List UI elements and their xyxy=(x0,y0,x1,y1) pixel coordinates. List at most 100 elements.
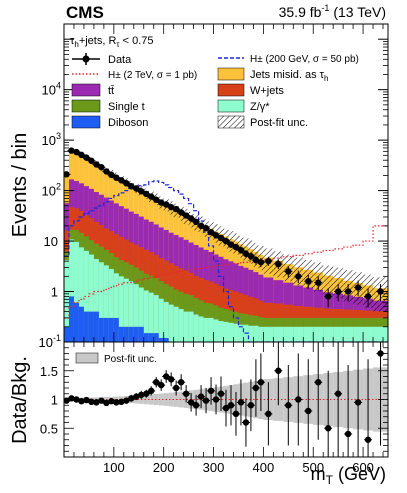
data-point xyxy=(295,273,302,280)
stack-bar-1 xyxy=(88,254,94,342)
data-point xyxy=(315,279,322,286)
data-point xyxy=(78,151,85,159)
ratio-point xyxy=(324,425,332,432)
stack-bar-0 xyxy=(248,342,253,347)
ratio-point xyxy=(227,402,235,409)
stack-bar-1 xyxy=(343,326,354,342)
x-tick-label: 500 xyxy=(302,460,324,475)
stack-bar-1 xyxy=(223,321,229,342)
legend-postfit-label: Post-fit unc. xyxy=(250,117,308,129)
y-axis-label: Events / bin xyxy=(9,133,31,238)
ratio-point xyxy=(212,396,220,403)
ratio-point xyxy=(64,397,70,404)
stack-bar-1 xyxy=(143,290,149,342)
data-point xyxy=(324,293,332,300)
ratio-point xyxy=(265,410,272,418)
stack-bar-0 xyxy=(88,311,94,342)
ratio-point xyxy=(88,398,95,405)
stack-bar-1 xyxy=(68,239,74,342)
stack-bar-1 xyxy=(333,326,344,342)
stack-bar-1 xyxy=(133,284,139,342)
ratio-point xyxy=(232,410,240,418)
ratio-point xyxy=(247,402,255,409)
legend-jets-misid-label: Jets misid. as τh xyxy=(250,69,328,83)
stack-bar-1 xyxy=(248,325,254,342)
data-point xyxy=(128,183,135,190)
data-point xyxy=(202,224,210,232)
stack-bar-0 xyxy=(153,333,159,342)
stack-bar-0 xyxy=(238,342,243,347)
stack-bar-0 xyxy=(83,311,89,342)
stack-bar-0 xyxy=(199,342,204,347)
legend-signal-red-label: H± (2 TeV, σ = 1 pb) xyxy=(108,70,197,81)
stack-bar-1 xyxy=(163,302,169,342)
data-point xyxy=(354,284,362,291)
stack-bar-0 xyxy=(224,342,229,347)
data-point xyxy=(187,215,195,222)
ratio-point xyxy=(257,379,265,386)
stack-bar-0 xyxy=(293,342,303,347)
legend: Data H± (200 GeV, σ = 50 pb) H± (2 TeV, … xyxy=(71,53,359,129)
ratio-y-tick-label: 1.5 xyxy=(40,364,58,379)
stack-bar-0 xyxy=(123,326,129,342)
data-point xyxy=(88,157,95,164)
legend-singlet-label: Single t xyxy=(108,101,145,113)
data-point xyxy=(275,260,282,268)
stack-bar-0 xyxy=(138,326,144,342)
ratio-point xyxy=(354,399,362,406)
signal-line-1 xyxy=(64,225,388,319)
stack-bar-1 xyxy=(218,321,224,342)
x-axis-label: mT (GeV) xyxy=(311,464,386,487)
stack-bar-1 xyxy=(93,259,99,342)
data-point xyxy=(64,171,70,178)
ratio-point xyxy=(222,404,230,412)
stack-bar-0 xyxy=(184,342,189,347)
stack-bar-1 xyxy=(203,317,209,342)
stack-bar-1 xyxy=(253,325,259,342)
stack-bar-0 xyxy=(243,342,248,347)
ratio-point xyxy=(237,399,245,406)
ratio-unc-band xyxy=(148,394,154,405)
ratio-legend-label: Post-fit unc. xyxy=(104,354,157,365)
legend-diboson-label: Diboson xyxy=(108,117,148,129)
stack-bar-1 xyxy=(303,326,314,342)
ratio-unc-band xyxy=(143,394,149,405)
legend-entry-signal-red: H± (2 TeV, σ = 1 pb) xyxy=(72,70,197,81)
stack-bar-0 xyxy=(363,342,373,347)
legend-data-label: Data xyxy=(108,54,132,66)
ratio-y-axis-label: Data/Bkg. xyxy=(9,356,31,444)
stack-bar-0 xyxy=(174,342,179,347)
ratio-point xyxy=(275,367,282,374)
y-tick-label: 10 xyxy=(44,234,58,249)
ratio-point xyxy=(123,397,130,404)
stack-bar-1 xyxy=(213,319,219,342)
stack-bar-1 xyxy=(208,317,214,342)
legend-entry-ttbar: tt̄ xyxy=(71,83,114,97)
stack-bar-1 xyxy=(363,326,374,342)
data-point xyxy=(148,193,155,200)
stack-bar-1 xyxy=(153,295,159,342)
stack-bar-1 xyxy=(168,304,174,342)
ratio-point xyxy=(177,379,185,386)
stack-bar-1 xyxy=(283,326,294,342)
ratio-point xyxy=(295,396,302,403)
stack-bar-1 xyxy=(103,265,109,342)
ratio-point xyxy=(207,387,215,395)
stack-bar-0 xyxy=(98,317,104,342)
data-point xyxy=(217,234,225,242)
legend-wjets-label: W+jets xyxy=(250,85,284,97)
postfit-band xyxy=(303,259,314,289)
stack-bar-0 xyxy=(214,342,219,347)
data-point xyxy=(237,246,245,254)
main-axes: 10-1 1 10 102 103 104 xyxy=(39,23,388,350)
legend-ttbar-label: tt̄ xyxy=(108,85,114,97)
ratio-point xyxy=(192,402,200,409)
data-point xyxy=(305,278,312,285)
legend-entry-diboson: Diboson xyxy=(71,115,148,129)
ratio-point xyxy=(242,419,250,426)
postfit-band xyxy=(333,267,344,299)
postfit-band xyxy=(238,235,244,258)
stack-bar-1 xyxy=(193,314,199,342)
stack-bar-1 xyxy=(118,276,124,342)
stack-bar-0 xyxy=(73,302,79,342)
